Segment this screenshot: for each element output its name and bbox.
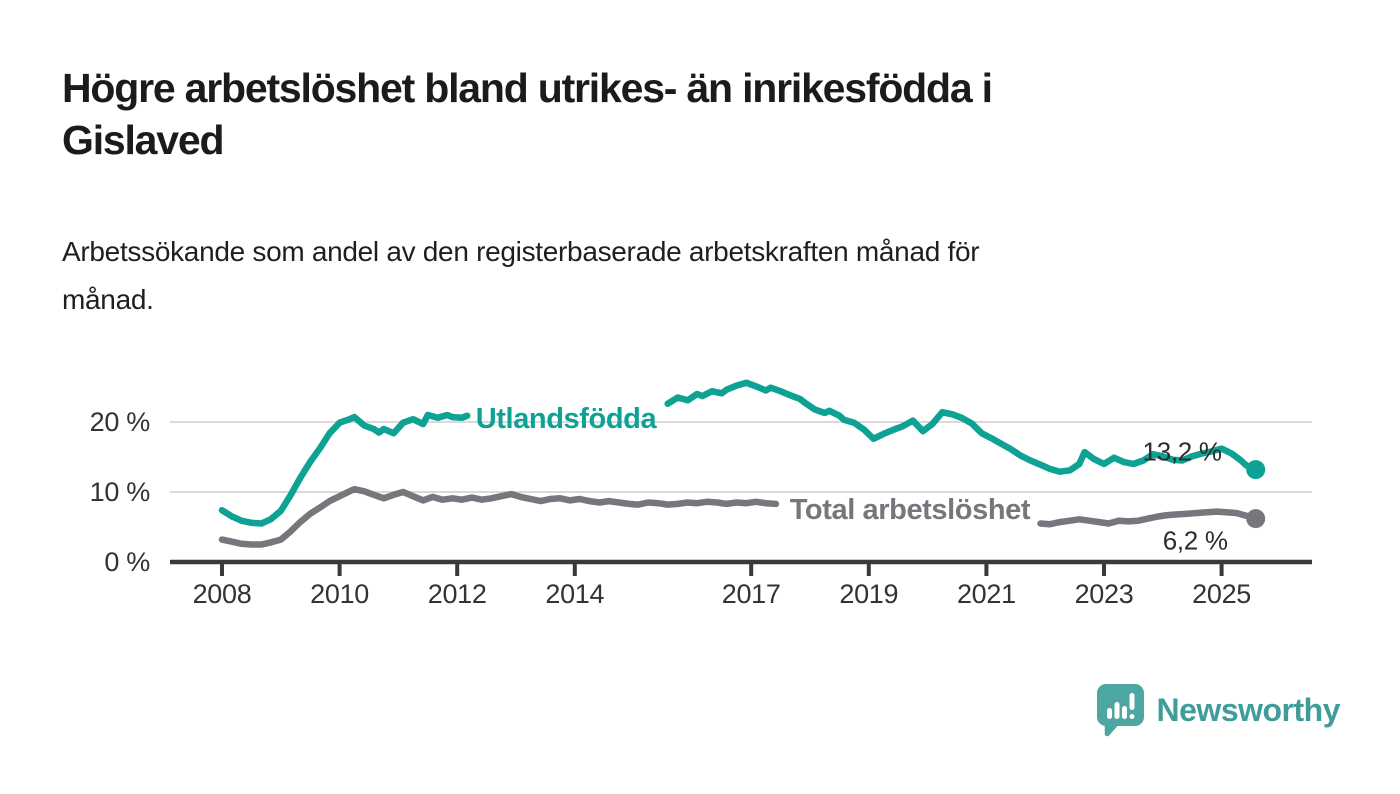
title-line-2: Gislaved [62,117,225,163]
series-line-0-seg-0 [218,411,471,527]
series-end-value-0: 13,2 % [1143,437,1222,467]
y-axis-label-10: 10 % [90,477,151,507]
page-title: Högre arbetslöshet bland utrikes- än inr… [62,62,1252,166]
logo-exclamation-dot [1129,714,1135,719]
x-axis-label-2025: 2025 [1192,579,1251,609]
series-label-0: Utlandsfödda [476,403,658,435]
y-axis-label-20: 20 % [90,407,151,437]
series-line-0-seg-1 [664,379,1259,475]
series-line-1-seg-0 [218,485,780,548]
speech-bubble-bar-chart-icon [1096,684,1144,737]
logo-bubble [1096,684,1144,737]
chart-subtitle: Arbetssökande som andel av den registerb… [62,228,1282,324]
subtitle-line-1: Arbetssökande som andel av den registerb… [62,236,980,267]
series-end-dot-0 [1246,460,1266,480]
subtitle-line-2: månad. [62,284,154,315]
logo-bar-2 [1114,702,1120,719]
logo-bar-1 [1106,708,1112,719]
x-axis-label-2019: 2019 [839,579,898,609]
brand-name: Newsworthy [1156,691,1341,728]
x-axis-label-2021: 2021 [957,579,1016,609]
title-line-1: Högre arbetslöshet bland utrikes- än inr… [62,65,993,111]
x-axis-label-2017: 2017 [722,579,781,609]
x-axis-label-2010: 2010 [310,579,369,609]
x-axis-label-2008: 2008 [193,579,252,609]
series-line-1-seg-1 [1037,508,1259,528]
logo-exclamation-bar [1129,693,1135,710]
logo-bar-3 [1121,706,1127,719]
x-axis-label-2023: 2023 [1075,579,1134,609]
x-axis-label-2014: 2014 [545,579,604,609]
x-axis-label-2012: 2012 [428,579,487,609]
newsworthy-logo: Newsworthy [1096,683,1341,737]
series-end-value-1: 6,2 % [1163,526,1228,556]
y-axis-label-0: 0 % [104,547,150,577]
series-label-1: Total arbetslöshet [790,494,1031,526]
series-end-dot-1 [1246,509,1266,529]
